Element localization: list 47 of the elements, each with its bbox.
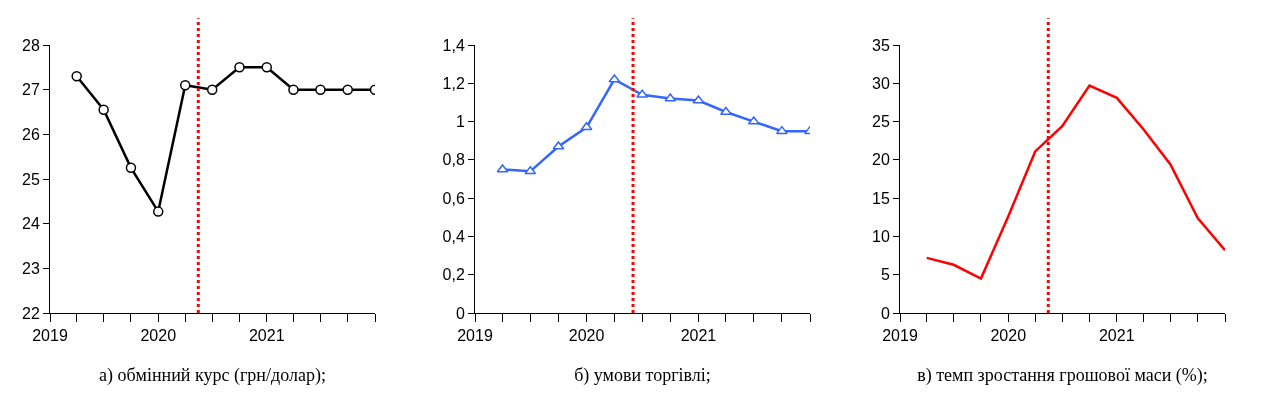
y-tick-label: 0 bbox=[455, 304, 465, 322]
y-tick-label: 0,6 bbox=[442, 189, 465, 207]
x-tick-label: 2019 bbox=[882, 327, 918, 345]
x-tick-label: 2021 bbox=[1098, 327, 1135, 345]
y-tick-label: 20 bbox=[872, 151, 890, 169]
x-tick-label: 2019 bbox=[457, 327, 493, 345]
y-tick-label: 0,8 bbox=[442, 151, 465, 169]
point bbox=[152, 206, 164, 217]
point bbox=[288, 84, 299, 95]
y-tick-label: 27 bbox=[22, 81, 40, 99]
point bbox=[342, 84, 353, 95]
point bbox=[315, 84, 326, 95]
y-tick-label: 10 bbox=[872, 228, 890, 246]
point bbox=[234, 62, 245, 73]
y-tick-label: 1,4 bbox=[442, 36, 465, 54]
y-tick-label: 24 bbox=[22, 215, 40, 233]
y-tick-label: 23 bbox=[22, 259, 40, 277]
x-tick-label: 2020 bbox=[140, 327, 177, 345]
x-tick-label: 2021 bbox=[248, 327, 285, 345]
point bbox=[775, 125, 788, 135]
y-tick-label: 25 bbox=[872, 113, 890, 131]
x-tick-label: 2020 bbox=[568, 327, 605, 345]
y-tick-label: 35 bbox=[872, 36, 890, 54]
x-axis-title: а) обмінний курс (грн/долар); bbox=[99, 365, 326, 387]
y-tick-label: 0 bbox=[880, 304, 890, 322]
y-tick-label: 25 bbox=[22, 170, 40, 188]
y-tick-label: 1 bbox=[455, 113, 465, 131]
x-tick-label: 2019 bbox=[32, 327, 68, 345]
y-tick-label: 30 bbox=[872, 74, 890, 92]
x-tick-label: 2020 bbox=[990, 327, 1027, 345]
y-tick-label: 0,2 bbox=[442, 266, 465, 284]
y-tick-label: 15 bbox=[872, 189, 890, 207]
y-tick-label: 28 bbox=[22, 36, 40, 54]
point bbox=[98, 104, 109, 116]
x-tick-label: 2021 bbox=[680, 327, 717, 345]
y-tick-label: 0,4 bbox=[442, 228, 465, 246]
x-axis-title: в) темп зростання грошової маси (%); bbox=[917, 365, 1208, 387]
point bbox=[179, 79, 191, 91]
point bbox=[125, 162, 137, 174]
point bbox=[71, 71, 82, 82]
point bbox=[261, 62, 273, 73]
y-tick-label: 5 bbox=[880, 266, 890, 284]
point bbox=[206, 84, 218, 95]
y-tick-label: 22 bbox=[22, 304, 40, 322]
y-tick-label: 1,2 bbox=[442, 74, 465, 92]
x-axis-title: б) умови торгівлі; bbox=[574, 365, 711, 387]
y-tick-label: 26 bbox=[22, 125, 40, 143]
